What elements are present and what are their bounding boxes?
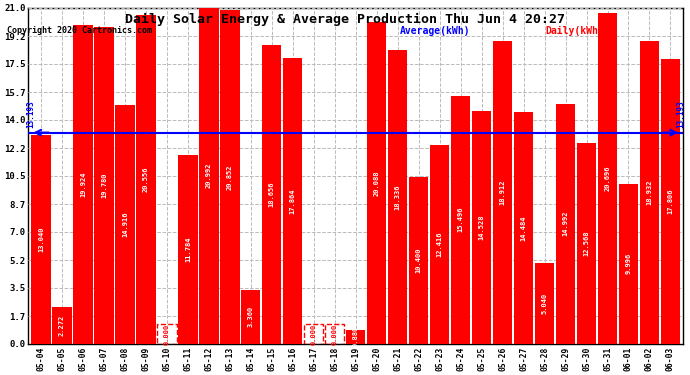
Bar (493, 41, 512, 344)
Text: 18.336: 18.336 (395, 184, 401, 210)
Text: 14.992: 14.992 (562, 211, 569, 237)
Bar (157, 324, 177, 344)
Text: 14.528: 14.528 (479, 215, 484, 240)
Text: 18.656: 18.656 (269, 182, 275, 207)
Bar (577, 142, 596, 344)
Text: 18.932: 18.932 (647, 180, 653, 205)
Text: 19.780: 19.780 (101, 172, 107, 198)
Text: 18.912: 18.912 (500, 180, 506, 205)
Text: 15.496: 15.496 (457, 207, 464, 232)
Bar (115, 105, 135, 344)
Bar (304, 324, 324, 344)
Bar (262, 45, 282, 344)
Bar (367, 22, 386, 344)
Bar (619, 184, 638, 344)
Bar (640, 41, 659, 344)
Text: 20.696: 20.696 (604, 165, 611, 191)
Bar (346, 330, 366, 344)
Text: 12.568: 12.568 (584, 230, 589, 256)
Text: 17.864: 17.864 (290, 188, 296, 213)
Bar (241, 290, 261, 344)
Bar (31, 135, 50, 344)
Bar (220, 10, 239, 344)
Text: 13.040: 13.040 (38, 226, 44, 252)
Bar (514, 112, 533, 344)
Bar (661, 59, 680, 344)
Bar (472, 111, 491, 344)
Text: Average(kWh): Average(kWh) (400, 26, 471, 36)
Text: 11.784: 11.784 (185, 237, 191, 262)
Bar (409, 177, 428, 344)
Text: 10.400: 10.400 (415, 248, 422, 273)
Text: Copyright 2020 Cartronics.com: Copyright 2020 Cartronics.com (7, 26, 152, 35)
Text: 5.040: 5.040 (542, 293, 548, 314)
Bar (137, 15, 155, 344)
Text: 19.924: 19.924 (80, 171, 86, 197)
Text: 20.556: 20.556 (143, 166, 149, 192)
Bar (73, 25, 92, 344)
Text: 13.193: 13.193 (26, 100, 35, 128)
Text: 0.000: 0.000 (164, 324, 170, 345)
Text: 2.272: 2.272 (59, 315, 65, 336)
Bar (430, 145, 449, 344)
Bar (451, 96, 471, 344)
Bar (535, 263, 554, 344)
Bar (325, 324, 344, 344)
Bar (178, 155, 197, 344)
Bar (283, 58, 302, 344)
Text: 9.996: 9.996 (626, 253, 631, 274)
Text: 0.000: 0.000 (332, 324, 338, 345)
Bar (52, 308, 72, 344)
Text: 14.916: 14.916 (122, 211, 128, 237)
Text: 0.000: 0.000 (310, 324, 317, 345)
Bar (598, 12, 617, 344)
Text: 3.360: 3.360 (248, 306, 254, 327)
Text: 17.806: 17.806 (667, 189, 673, 214)
Text: 14.484: 14.484 (520, 215, 526, 240)
Text: 20.088: 20.088 (374, 170, 380, 196)
Text: Daily Solar Energy & Average Production Thu Jun 4 20:27: Daily Solar Energy & Average Production … (125, 13, 565, 26)
Text: Daily(kWh): Daily(kWh) (545, 26, 604, 36)
Text: 20.852: 20.852 (227, 164, 233, 190)
Text: 0.880: 0.880 (353, 326, 359, 347)
Text: 13.193: 13.193 (676, 100, 685, 128)
Bar (199, 8, 219, 344)
Bar (95, 27, 114, 344)
Bar (388, 50, 407, 344)
Text: 20.992: 20.992 (206, 163, 212, 189)
Bar (556, 104, 575, 344)
Text: 12.416: 12.416 (437, 232, 443, 257)
